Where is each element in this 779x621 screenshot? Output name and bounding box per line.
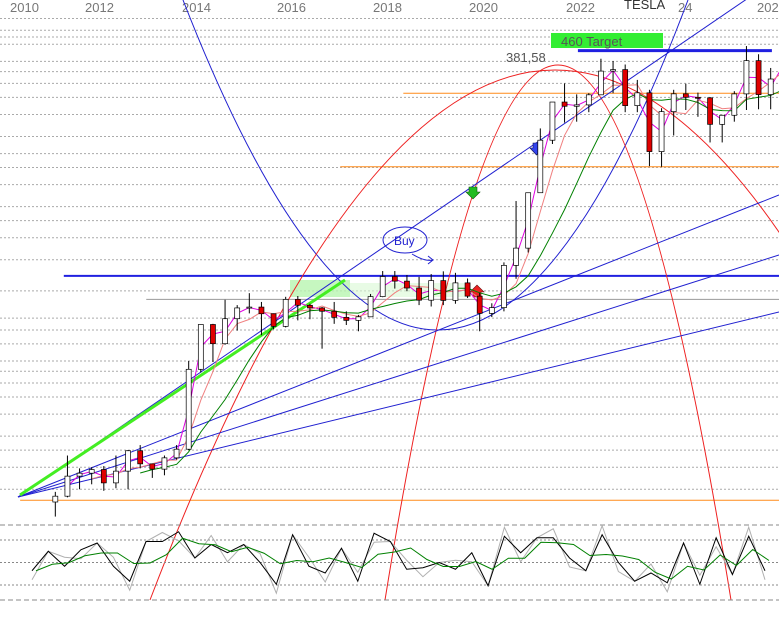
candle-body [646, 92, 653, 152]
oscillator-raw-line [31, 524, 766, 595]
candle-body [137, 450, 144, 465]
chart-title: TESLA [624, 0, 666, 12]
moving-averages [67, 69, 779, 487]
horizontal-levels [20, 49, 779, 501]
candle-body [537, 139, 544, 194]
candle-body [185, 368, 192, 450]
candle-body [743, 60, 750, 95]
buy-arrow [411, 253, 434, 265]
candle-body [561, 101, 568, 107]
fan-line [17, 0, 747, 498]
fan-line [17, 254, 779, 498]
green-trendline [19, 278, 346, 497]
x-tick-label: 2018 [373, 0, 402, 15]
target-box [551, 33, 663, 48]
peak-price-label: 381,58 [506, 50, 546, 65]
candle-body [416, 287, 422, 301]
candle-body [64, 475, 71, 497]
candles [52, 46, 774, 517]
candle-body [331, 310, 338, 318]
candle-body [634, 92, 641, 106]
candle-body [355, 316, 362, 321]
buy-label: Buy [394, 234, 415, 248]
candle-body [149, 463, 156, 470]
candle-body [391, 276, 398, 282]
moving-average-line [91, 74, 779, 480]
candle-body [719, 114, 726, 125]
candle-body [246, 306, 253, 309]
x-tick-label: 2010 [10, 0, 39, 15]
target-label: 460 Target [561, 34, 623, 49]
oscillator-d-line [35, 537, 770, 580]
candle-body [210, 324, 216, 345]
candle-body [100, 469, 107, 484]
candle-body [88, 469, 95, 474]
candle-body [258, 306, 265, 315]
candle-body [452, 282, 459, 301]
fan-line [17, 311, 779, 498]
candle-body [549, 101, 556, 141]
fan-line [17, 194, 779, 498]
oscillator-k-line [31, 531, 766, 588]
candle-body [367, 296, 374, 318]
candle-body [125, 450, 131, 472]
candle-body [658, 111, 665, 152]
candle-body [622, 69, 629, 106]
red-arc-narrow [384, 64, 732, 601]
candle-body [173, 448, 180, 459]
candle-body [113, 470, 119, 484]
candle-body [440, 280, 447, 301]
candle-body [585, 94, 592, 106]
candle-body [598, 70, 604, 96]
x-tick-label: 2012 [85, 0, 114, 15]
candle-body [488, 307, 495, 314]
candle-body [573, 104, 580, 107]
candle-body [294, 299, 301, 306]
candle-body [670, 93, 677, 112]
candle-body [197, 324, 204, 370]
candle-body [428, 280, 435, 301]
x-tick-label: 2014 [182, 0, 211, 15]
x-tick-label: 2016 [277, 0, 306, 15]
drawings: Buy 460 Target 381,58 [17, 0, 779, 601]
candle-body [610, 69, 616, 72]
candle-body [464, 282, 471, 297]
candle-body [307, 304, 313, 309]
candle-body [343, 316, 350, 321]
candle-body [76, 472, 83, 477]
candle-body [234, 307, 241, 320]
candle-body [755, 60, 762, 95]
oscillator-panel [0, 524, 779, 601]
candle-body [501, 265, 507, 308]
candle-body [52, 495, 59, 503]
candle-body [282, 299, 289, 327]
candle-body [695, 96, 701, 99]
candle-body [767, 78, 774, 95]
grid [0, 17, 779, 490]
x-tick-label: 202 [757, 0, 779, 15]
candle-body [161, 457, 168, 470]
buy-ellipse [382, 226, 428, 254]
candle-body [525, 192, 532, 249]
candle-body [513, 247, 519, 266]
candle-body [222, 318, 228, 345]
candle-body [731, 93, 738, 116]
x-axis: 2010 2012 2014 2016 2018 2020 2022 24 20… [10, 0, 779, 15]
candle-body [379, 276, 386, 297]
candle-body [270, 313, 277, 327]
candle-body [707, 97, 713, 125]
moving-average-line [67, 69, 779, 487]
green-zone [290, 280, 350, 297]
candle-body [319, 307, 325, 312]
down-arrow-green-icon [465, 186, 481, 200]
candle-body [682, 93, 689, 98]
x-tick-label: 2022 [566, 0, 595, 15]
moving-average-line [140, 91, 779, 474]
x-tick-label: 2020 [469, 0, 498, 15]
candle-body [404, 280, 410, 289]
candle-body [476, 295, 483, 314]
